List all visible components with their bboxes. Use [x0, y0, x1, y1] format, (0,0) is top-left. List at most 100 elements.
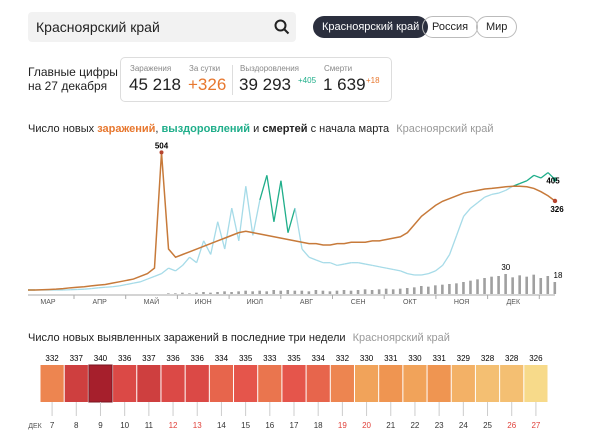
date-label: 8 [74, 421, 79, 430]
recoveries-segment [105, 286, 113, 288]
death-bar [497, 276, 500, 294]
recoveries-segment [379, 266, 387, 269]
region: Красноярский край [352, 332, 450, 344]
date-label: 27 [531, 421, 540, 430]
value-label: 334 [215, 354, 229, 363]
tab[interactable]: Мир [476, 16, 518, 38]
death-bar [363, 289, 367, 294]
x-tick-label: ИЮЛ [247, 299, 264, 306]
recoveries-segment [428, 270, 436, 275]
recoveries-segment [154, 273, 162, 277]
date-label: 12 [169, 421, 178, 430]
recoveries-segment [287, 207, 296, 233]
region: Красноярский край [396, 123, 494, 135]
value-label: 336 [191, 354, 205, 363]
death-peak-label: 30 [501, 263, 510, 272]
death-bar [244, 290, 247, 294]
death-bar [490, 276, 493, 294]
death-bar [286, 290, 290, 294]
death-bar [398, 288, 402, 294]
recoveries-segment [442, 254, 451, 266]
tab[interactable]: Красноярский край [313, 16, 429, 38]
death-bar [279, 290, 283, 294]
death-bar [546, 276, 550, 294]
title-text: с начала марта [307, 123, 390, 135]
title-text: и [250, 123, 263, 135]
value-label: 334 [312, 354, 326, 363]
recoveries-segment [540, 172, 549, 179]
recoveries-segment [119, 283, 127, 287]
recoveries-segment [98, 286, 106, 289]
heat-bar [379, 365, 403, 402]
value-label: 340 [94, 354, 108, 363]
death-bar [237, 291, 240, 294]
death-bar [328, 291, 332, 294]
stat-value: 1 639 [323, 75, 366, 94]
heat-bar [137, 365, 161, 402]
recoveries-segment [266, 175, 275, 222]
death-end-label: 18 [554, 271, 563, 280]
date-label: 25 [483, 421, 492, 430]
value-label: 329 [457, 354, 471, 363]
death-bar [251, 291, 254, 294]
death-bar [483, 278, 486, 294]
death-bar [265, 291, 269, 294]
end-label: 405 [546, 176, 560, 185]
x-tick-label: СЕН [351, 299, 366, 306]
stat-label: Выздоровления [240, 64, 299, 73]
recoveries-segment [259, 175, 268, 201]
date-label: 18 [314, 421, 323, 430]
value-label: 328 [481, 354, 495, 363]
stat-delta: +18 [366, 76, 380, 85]
date-label: 20 [362, 421, 371, 430]
heat-bar [40, 365, 64, 402]
line-chart-title: Число новых заражений, выздоровлений и с… [28, 123, 493, 135]
death-bar [209, 292, 212, 294]
death-bar [181, 292, 184, 294]
recoveries-segment [175, 264, 183, 272]
death-bar [553, 282, 557, 294]
recoveries-segment [231, 207, 240, 241]
search-box[interactable]: Красноярский край [28, 12, 296, 42]
date-label: 10 [120, 421, 129, 430]
death-bar [216, 292, 219, 294]
death-bar [349, 290, 353, 294]
death-bar [518, 275, 521, 294]
x-tick-label: ОКТ [403, 299, 418, 306]
heat-bar [282, 365, 306, 402]
death-bar [293, 290, 297, 294]
recoveries-segment [210, 221, 219, 255]
recoveries-segment [147, 275, 155, 280]
heat-bar [185, 365, 209, 402]
death-bar [419, 286, 423, 294]
heat-bar [306, 365, 330, 402]
recoveries-segment [280, 180, 289, 233]
recoveries-segment [196, 240, 205, 263]
recoveries-segment [421, 272, 429, 276]
heat-bar [403, 365, 427, 402]
death-bar [455, 283, 458, 294]
x-tick-label: АПР [93, 299, 108, 306]
infections-line [28, 152, 556, 291]
death-bar [223, 291, 226, 294]
x-tick-label: ДЕК [507, 299, 521, 306]
date-label: 26 [507, 421, 516, 430]
heat-bar [475, 365, 500, 402]
x-tick-label: ИЮН [195, 299, 212, 306]
value-label: 336 [118, 354, 132, 363]
date-label: 17 [290, 421, 299, 430]
recoveries-segment [533, 174, 542, 179]
recoveries-segment [189, 256, 198, 264]
recoveries-segment [294, 207, 303, 250]
date-label: 15 [241, 421, 250, 430]
stat-value: 39 293 [239, 75, 291, 94]
stat-label: Смерти [324, 64, 353, 73]
x-tick-label: МАЙ [144, 297, 160, 306]
death-bar [476, 279, 479, 294]
recoveries-segment [491, 192, 499, 196]
recoveries-segment [456, 216, 465, 236]
recoveries-segment [308, 256, 317, 261]
x-tick-label: НОЯ [454, 299, 469, 306]
heat-bar [354, 365, 379, 402]
death-bar [462, 282, 465, 294]
